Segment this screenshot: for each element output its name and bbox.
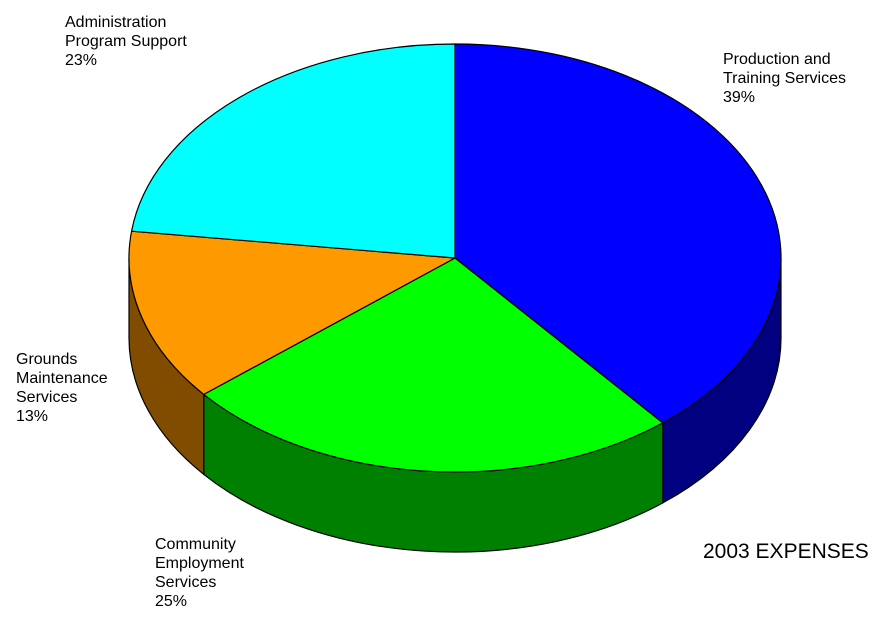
slice-label-line: Administration bbox=[65, 14, 167, 31]
slice-label-line: Employment bbox=[155, 555, 244, 572]
slice-percent: 23% bbox=[65, 52, 98, 69]
slice-label-line: Services bbox=[155, 574, 217, 591]
slice-percent: 13% bbox=[16, 408, 49, 425]
slice-top-2 bbox=[128, 230, 456, 396]
slice-label-line: Services bbox=[16, 389, 78, 406]
slice-top-3 bbox=[130, 43, 456, 259]
slice-label-line: Training Services bbox=[723, 70, 847, 87]
slice-top-1 bbox=[203, 257, 664, 473]
slice-label-line: Community bbox=[155, 536, 236, 553]
slice-label-administration: Administration Program Support 23% bbox=[65, 13, 187, 70]
slice-label-line: Program Support bbox=[65, 33, 187, 50]
slice-percent: 39% bbox=[723, 89, 756, 106]
slice-label-line: Production and bbox=[723, 51, 831, 68]
slice-label-community-employment: Community Employment Services 25% bbox=[155, 535, 244, 611]
chart-title: 2003 EXPENSES bbox=[703, 540, 869, 563]
slice-label-line: Grounds bbox=[16, 351, 78, 368]
slice-label-grounds-maintenance: Grounds Maintenance Services 13% bbox=[16, 350, 108, 426]
slice-top-0 bbox=[454, 43, 782, 424]
slice-percent: 25% bbox=[155, 593, 188, 610]
slice-label-line: Maintenance bbox=[16, 370, 108, 387]
slice-label-production-training: Production and Training Services 39% bbox=[723, 50, 846, 107]
